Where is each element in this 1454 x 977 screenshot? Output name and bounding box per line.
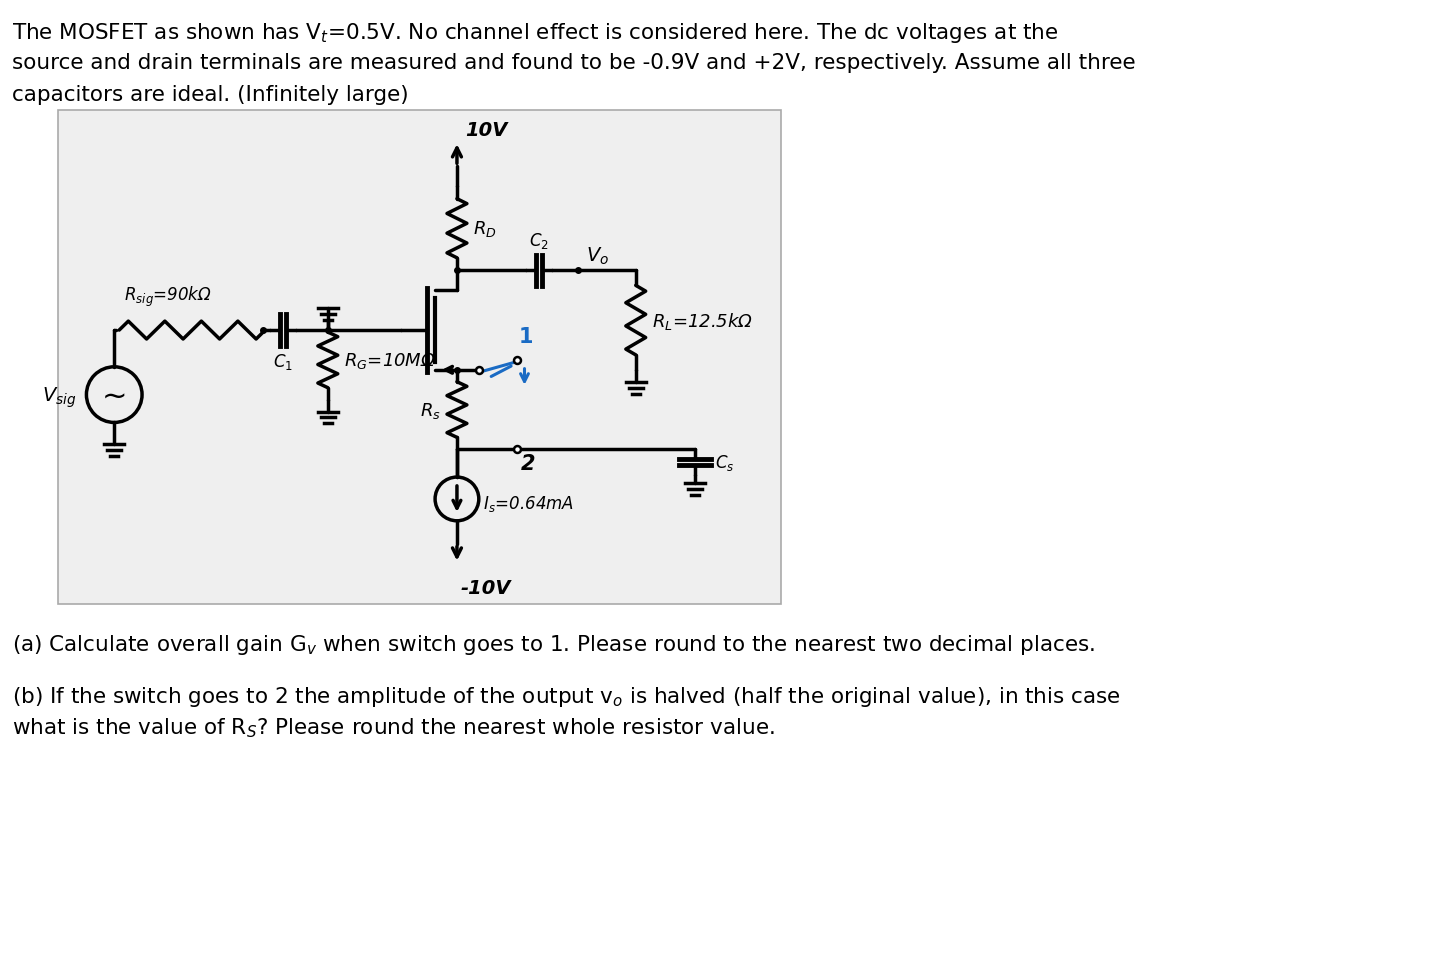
Text: capacitors are ideal. (Infinitely large): capacitors are ideal. (Infinitely large) xyxy=(12,85,409,105)
Text: ~: ~ xyxy=(102,383,126,411)
Text: source and drain terminals are measured and found to be -0.9V and +2V, respectiv: source and drain terminals are measured … xyxy=(12,53,1136,73)
Text: 2: 2 xyxy=(521,453,535,474)
Text: I$_s$=0.64mA: I$_s$=0.64mA xyxy=(483,493,574,513)
Text: R$_s$: R$_s$ xyxy=(420,401,441,420)
Text: (a) Calculate overall gain G$_v$ when switch goes to 1. Please round to the near: (a) Calculate overall gain G$_v$ when sw… xyxy=(12,632,1095,657)
Text: V$_{sig}$: V$_{sig}$ xyxy=(42,385,77,409)
Text: R$_L$=12.5kΩ: R$_L$=12.5kΩ xyxy=(651,311,753,331)
Text: C$_2$: C$_2$ xyxy=(529,231,550,250)
Text: R$_G$=10MΩ: R$_G$=10MΩ xyxy=(343,351,436,370)
Bar xyxy=(58,110,781,605)
Text: V$_o$: V$_o$ xyxy=(586,246,609,267)
Text: C$_s$: C$_s$ xyxy=(715,452,734,473)
Text: 1: 1 xyxy=(519,326,534,347)
Text: The MOSFET as shown has V$_t$=0.5V. No channel effect is considered here. The dc: The MOSFET as shown has V$_t$=0.5V. No c… xyxy=(12,21,1059,45)
Text: R$_D$: R$_D$ xyxy=(473,219,497,239)
Text: -10V: -10V xyxy=(461,578,512,598)
Text: 10V: 10V xyxy=(465,121,507,140)
Text: (b) If the switch goes to 2 the amplitude of the output v$_o$ is halved (half th: (b) If the switch goes to 2 the amplitud… xyxy=(12,684,1121,708)
Text: C$_1$: C$_1$ xyxy=(273,352,294,371)
Text: what is the value of R$_S$? Please round the nearest whole resistor value.: what is the value of R$_S$? Please round… xyxy=(12,716,775,740)
Text: R$_{sig}$=90kΩ: R$_{sig}$=90kΩ xyxy=(124,284,212,309)
